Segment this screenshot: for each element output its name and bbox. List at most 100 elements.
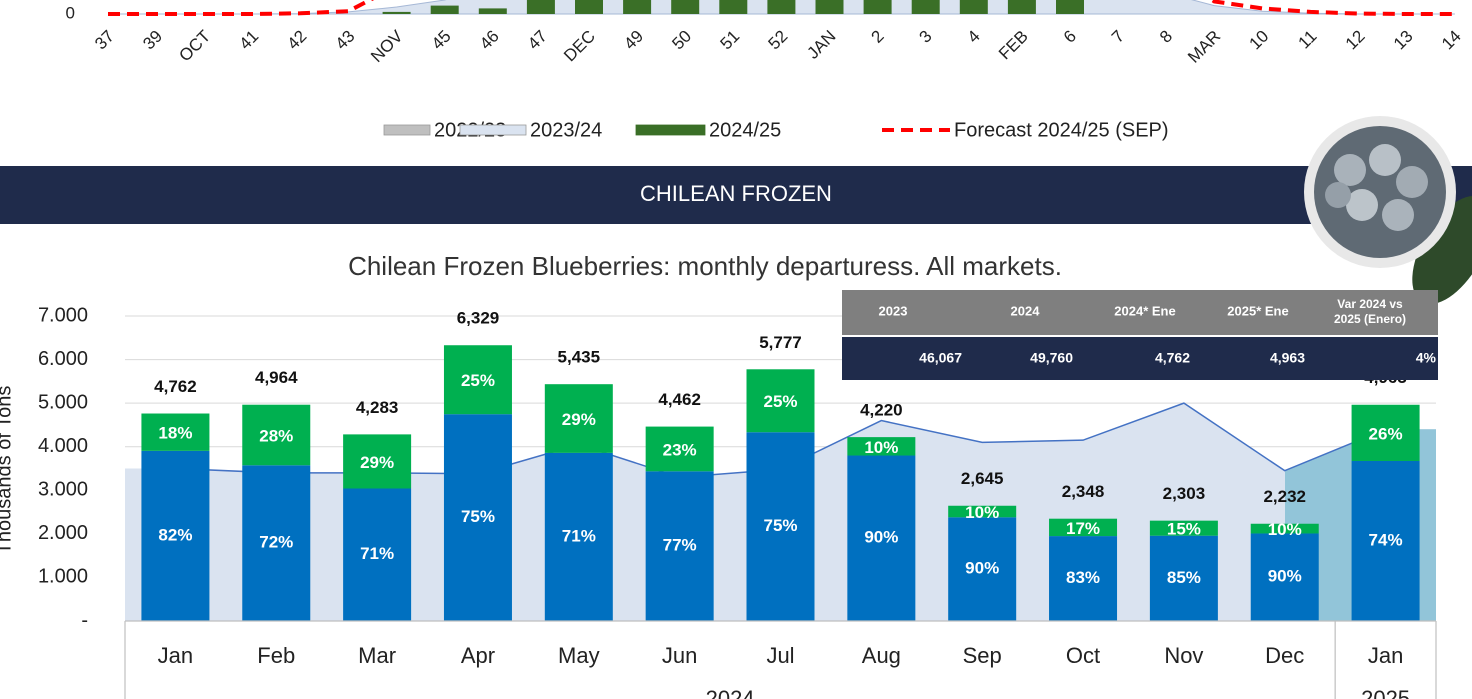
x-tick-label: 51 — [716, 27, 743, 54]
data-label: 82% — [158, 525, 192, 544]
data-label: 74% — [1369, 530, 1403, 549]
x-tick-label: 7 — [1108, 27, 1128, 47]
x-tick-label: 37 — [91, 27, 118, 54]
bar-segment — [645, 471, 714, 621]
x-tick-label: DEC — [560, 27, 599, 66]
legend-label: 2024/25 — [709, 119, 781, 141]
x-tick-label: Nov — [1164, 643, 1203, 668]
table-header-line: 2025 (Enero) — [1334, 312, 1406, 326]
table-row-bg — [842, 337, 1438, 380]
x-tick-label: Mar — [358, 643, 396, 668]
x-tick-label: 6 — [1060, 27, 1080, 47]
x-tick-label: May — [558, 643, 600, 668]
bar-segment — [141, 450, 210, 621]
total-label: 5,777 — [759, 333, 802, 352]
y-axis-title: Thousands of Tons — [0, 386, 15, 555]
y-tick-label: 7.000 — [38, 304, 88, 326]
table-cell: 46,067 — [919, 350, 962, 366]
data-label: 85% — [1167, 568, 1201, 587]
data-label: 75% — [763, 516, 797, 535]
bar-segment — [544, 452, 613, 621]
bar — [815, 0, 844, 14]
x-tick-label: 2 — [867, 27, 887, 47]
bar — [911, 0, 940, 14]
banner-title: CHILEAN FROZEN — [640, 181, 832, 206]
legend-swatch — [635, 124, 706, 136]
bar — [959, 0, 988, 14]
x-tick-label: Jan — [1368, 643, 1403, 668]
bar-segment — [847, 455, 916, 621]
y-tick-label: 0 — [66, 3, 75, 22]
data-label: 90% — [965, 559, 999, 578]
bar — [382, 11, 411, 14]
table-cell: 4,963 — [1270, 350, 1305, 366]
bar-segment — [1250, 533, 1319, 621]
x-tick-label: 42 — [284, 27, 311, 54]
bar-segment — [443, 345, 512, 415]
x-tick-label: Oct — [1066, 643, 1100, 668]
data-label: 26% — [1369, 424, 1403, 443]
bar-segment — [746, 369, 815, 433]
bar-segment — [1049, 536, 1118, 621]
chart-title: Chilean Frozen Blueberries: monthly depa… — [348, 251, 1062, 281]
y-tick-label: 4.000 — [38, 435, 88, 457]
bar — [526, 0, 555, 14]
x-tick-label: Jul — [766, 643, 794, 668]
total-label: 2,645 — [961, 469, 1004, 488]
y-tick-label: 5.000 — [38, 391, 88, 413]
x-tick-label: JAN — [803, 27, 839, 63]
x-tick-label: MAR — [1184, 27, 1224, 67]
x-tick-label: Jun — [662, 643, 697, 668]
legend-swatch — [459, 124, 527, 136]
table-header: Var 2024 vs 2025 (Enero) — [1334, 297, 1406, 326]
total-label: 2,232 — [1263, 487, 1306, 506]
x-tick-label: 50 — [668, 27, 695, 54]
table-cell: 4,762 — [1155, 350, 1190, 366]
x-tick-label: Aug — [862, 643, 901, 668]
bar-segment — [1149, 535, 1218, 621]
table-cell: 4% — [1416, 350, 1437, 366]
bar — [623, 0, 652, 14]
table-header: 2023 — [879, 303, 908, 318]
data-label: 75% — [461, 507, 495, 526]
total-label: 4,462 — [658, 390, 701, 409]
data-label: 77% — [663, 536, 697, 555]
x-tick-label: 49 — [620, 27, 647, 54]
table-cell: 49,760 — [1030, 350, 1073, 366]
bar — [863, 0, 892, 14]
bar-segment — [544, 384, 613, 453]
data-label: 29% — [562, 410, 596, 429]
x-tick-label: 8 — [1156, 27, 1176, 47]
x-tick-label: 43 — [332, 27, 359, 54]
x-tick-label: 3 — [916, 27, 936, 47]
data-label: 23% — [663, 440, 697, 459]
x-tick-label: Sep — [963, 643, 1002, 668]
data-label: 25% — [461, 371, 495, 390]
bar-segment — [948, 517, 1017, 621]
x-tick-label: 41 — [235, 27, 262, 54]
bar-segment — [443, 414, 512, 621]
bar — [575, 0, 603, 14]
x-tick-label: 10 — [1246, 27, 1273, 54]
bar-segment — [1351, 404, 1420, 461]
x-tick-label: 13 — [1390, 27, 1417, 54]
data-label: 15% — [1167, 520, 1201, 539]
data-label: 71% — [562, 526, 596, 545]
bar-segment — [645, 426, 714, 472]
total-label: 6,329 — [457, 309, 500, 328]
bar-segment — [948, 505, 1017, 518]
x-tick-label: NOV — [367, 26, 407, 66]
table-header: 2024* Ene — [1114, 303, 1175, 318]
data-label: 10% — [1268, 520, 1302, 539]
data-label: 90% — [1268, 567, 1302, 586]
blueberry-bowl — [1304, 116, 1472, 305]
table-header: 2025* Ene — [1227, 303, 1288, 318]
total-label: 4,220 — [860, 401, 903, 420]
x-tick-label: 11 — [1295, 27, 1321, 53]
data-label: 10% — [965, 503, 999, 522]
bar — [430, 5, 459, 14]
bar-segment — [343, 488, 412, 621]
bar-segment — [1049, 518, 1118, 537]
bar-segment — [242, 465, 311, 621]
total-label: 4,283 — [356, 398, 399, 417]
